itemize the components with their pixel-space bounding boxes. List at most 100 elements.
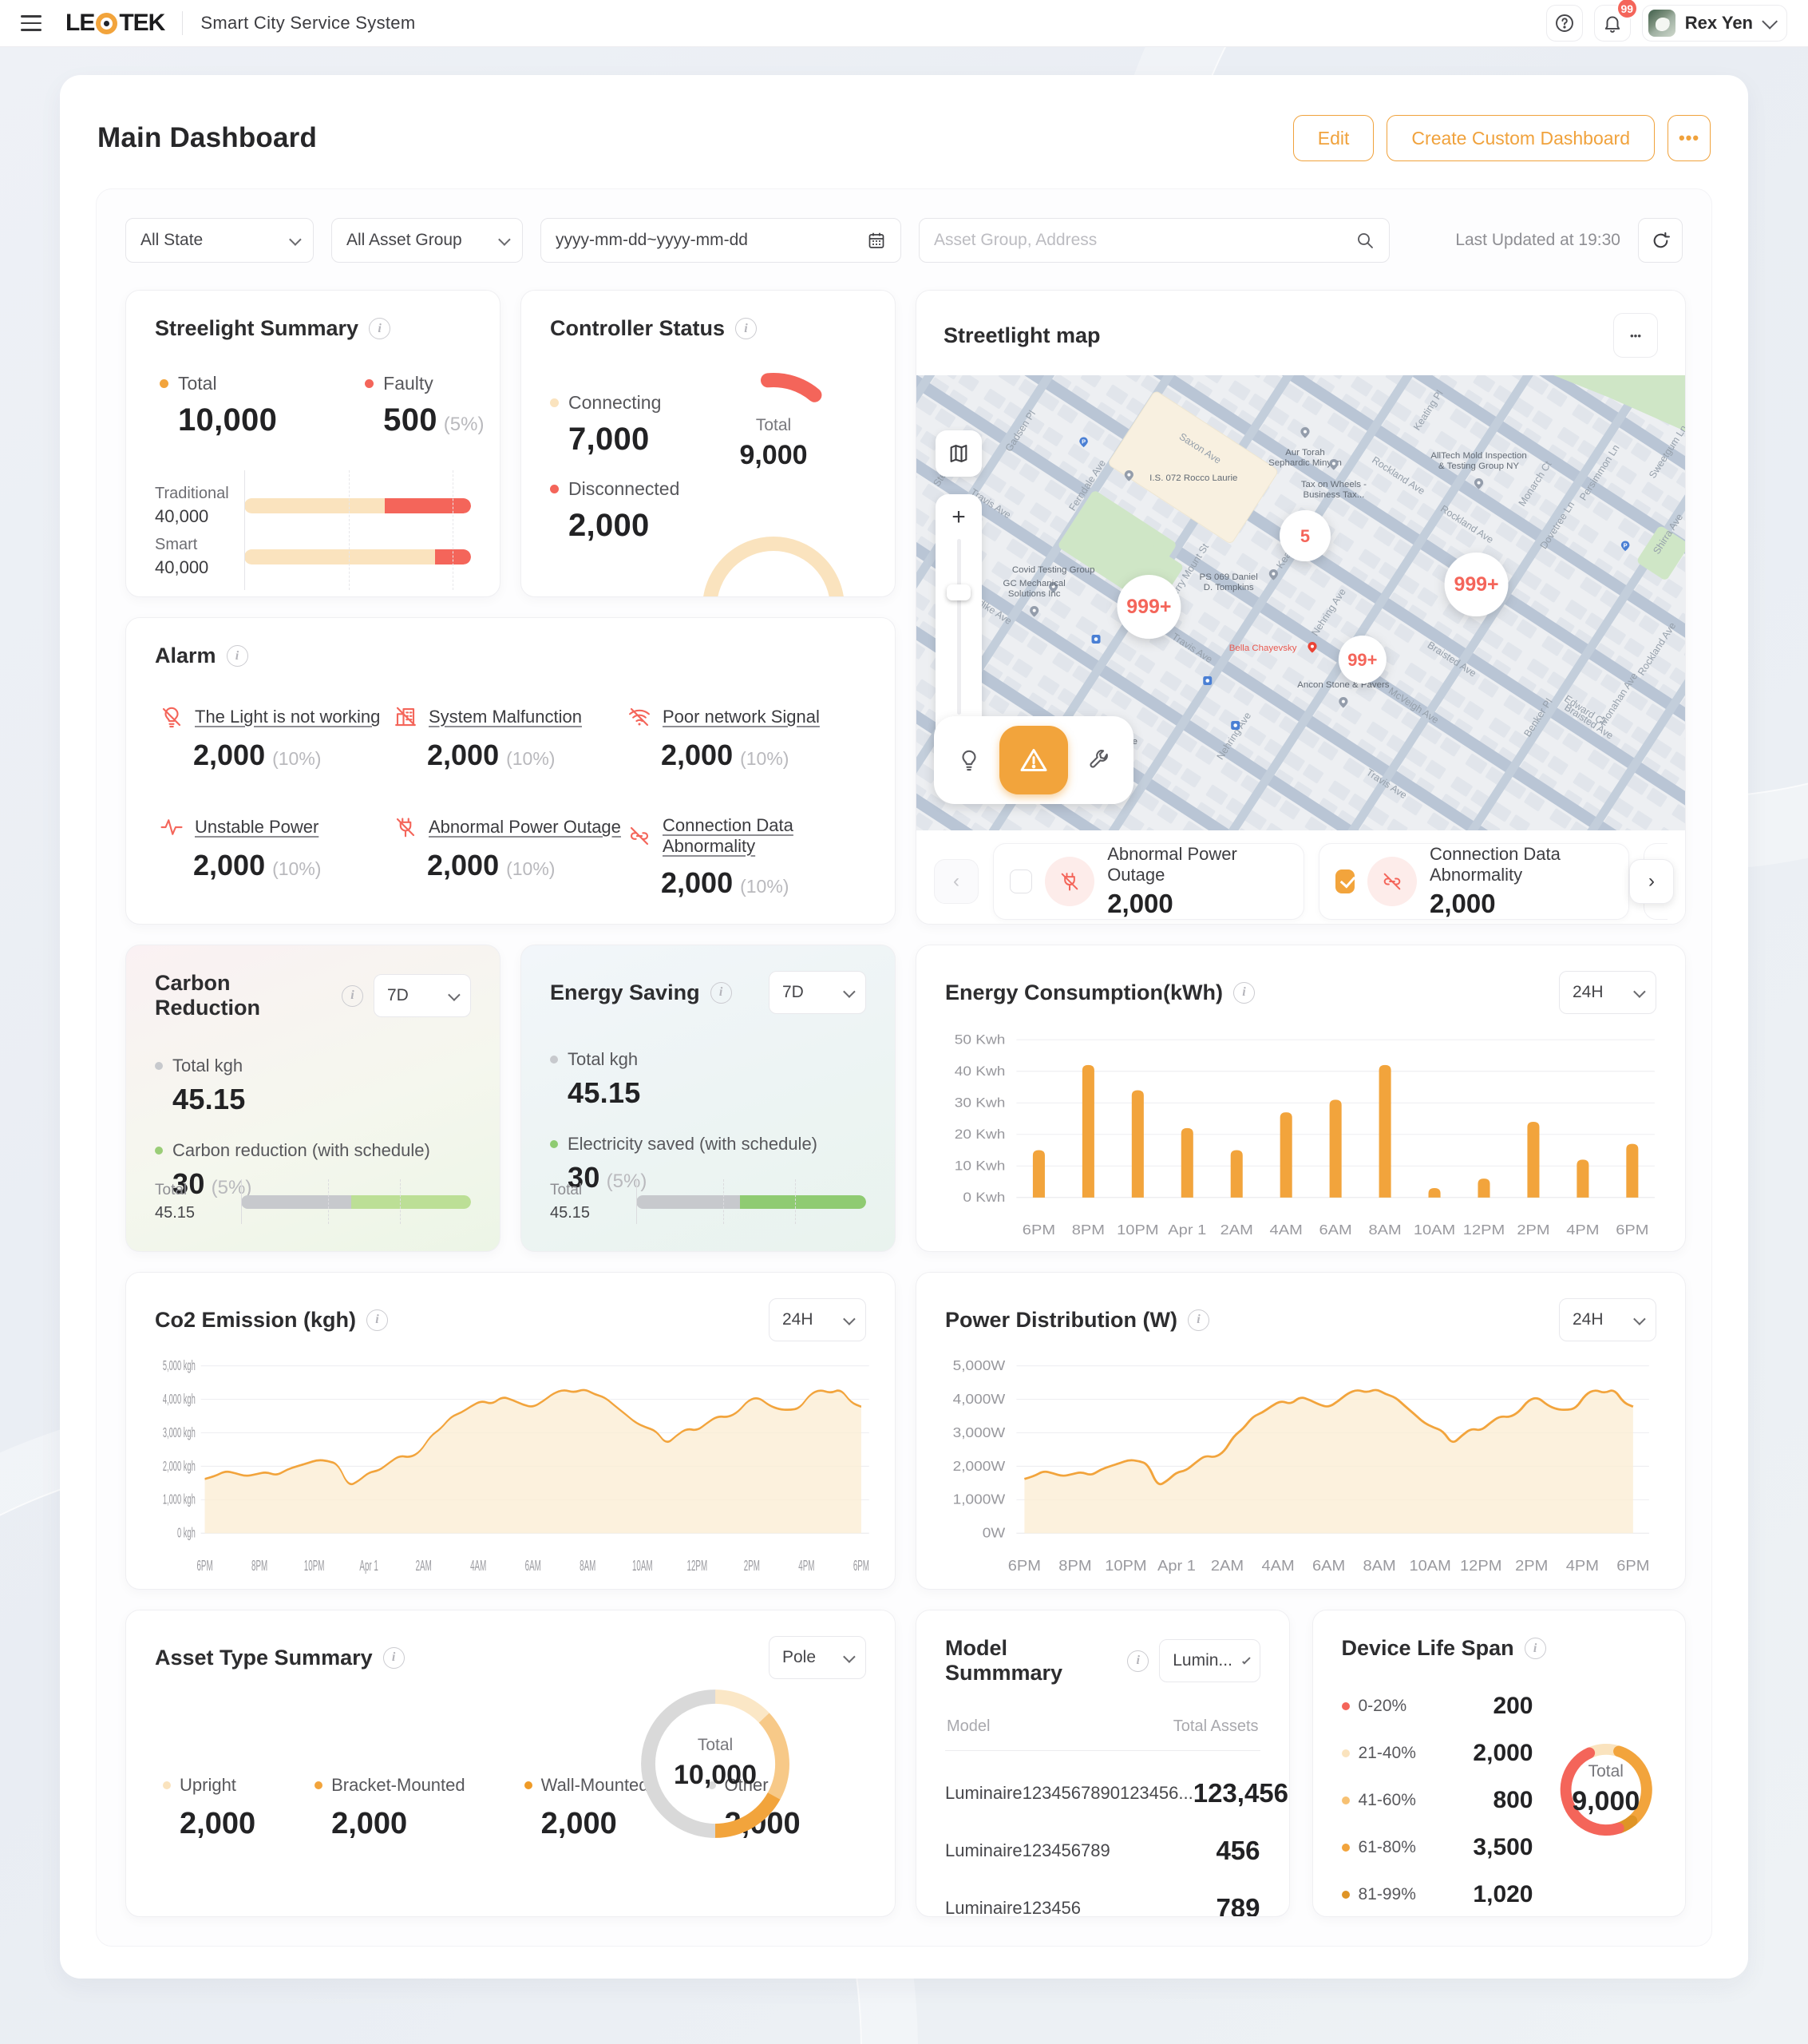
power-range-select[interactable]: 24H [1559,1298,1656,1341]
more-button[interactable]: ••• [1668,115,1711,161]
alarm-link[interactable]: System Malfunction [429,707,582,727]
map-legend-card[interactable]: Abnormal Power Outage 2,000 [993,843,1304,920]
map-cluster-marker[interactable]: 99+ [1338,636,1387,683]
carbon-range-select[interactable]: 7D [374,974,471,1017]
model-select[interactable]: Lumin... [1159,1639,1260,1682]
dashboard-panel: Main Dashboard Edit Create Custom Dashbo… [60,75,1748,1979]
help-button[interactable] [1545,5,1583,42]
building-icon [395,707,416,727]
zoom-in-button[interactable]: + [951,504,966,530]
consumption-range-select[interactable]: 24H [1559,971,1656,1014]
map-more-button[interactable]: ••• [1613,313,1658,358]
bar-chart-svg: 0 Kwh 10 Kwh 20 Kwh 30 Kwh 40 Kwh 50 Kwh 6PM 8P… [955,1032,1655,1238]
menu-icon[interactable] [21,7,53,39]
map-layers-button[interactable] [936,430,982,477]
zoom-slider-thumb[interactable] [947,584,971,601]
asset-type-select[interactable]: Pole [769,1636,866,1679]
info-icon[interactable]: i [1232,981,1255,1004]
date-range-field[interactable] [556,231,867,250]
bar [1626,1143,1639,1198]
edit-button[interactable]: Edit [1292,115,1375,161]
info-icon[interactable]: i [366,1309,389,1331]
map-cluster-marker[interactable]: 999+ [1117,575,1181,639]
streetlight-filter-button[interactable] [947,738,991,782]
date-range-input[interactable] [540,218,901,263]
svg-text:6PM: 6PM [1616,1222,1648,1238]
bar-normal-segment [244,549,435,564]
alarm-link[interactable]: Connection Data Abnormality [663,815,793,856]
map-tools [934,716,1133,804]
card-title: Streelight Summary [155,316,359,340]
info-icon[interactable]: i [342,984,363,1007]
create-custom-dashboard-button[interactable]: Create Custom Dashboard [1387,115,1655,161]
map-cluster-marker[interactable]: 5 [1280,510,1331,561]
lifespan-legend-item: 41-60% 800 [1341,1787,1533,1814]
notifications-button[interactable]: 99 [1593,0,1638,42]
maintenance-filter-button[interactable] [1076,738,1121,782]
alarm-link[interactable]: Poor network Signal [663,707,820,727]
alarm-value: 2,000 [193,739,266,771]
model-summary-card: Model Summmary i Lumin... Model Total As… [916,1610,1290,1917]
alarm-filter-button[interactable] [999,726,1068,794]
state-select[interactable]: All State [125,218,314,263]
map-cluster-marker[interactable]: 999+ [1444,553,1509,616]
metric-item: Carbon reduction (with schedule) 30 (5%) [155,1140,471,1201]
svg-text:50 Kwh: 50 Kwh [955,1032,1006,1048]
asset-donut: Total 10,000 [631,1680,799,1848]
svg-text:P: P [1624,541,1628,549]
co2-range-select[interactable]: 24H [769,1298,866,1341]
metric-value: 45.15 [172,1083,246,1115]
refresh-button[interactable] [1638,218,1683,263]
map-legend-card[interactable]: Connection Data Abnormality 2,000 [1318,843,1629,920]
bar [1527,1121,1540,1198]
energy-range-select[interactable]: 7D [769,971,866,1014]
link-off-icon [627,824,651,848]
carousel-right-button[interactable]: › [1629,859,1674,904]
legend-dot [524,1781,532,1789]
info-icon[interactable]: i [226,645,248,667]
carbon-metrics: Total kgh 45.15 Carbon reduction (with s… [155,1056,471,1201]
asset-group-select[interactable]: All Asset Group [331,218,523,263]
lifespan-legend: 0-20% 200 21-40% 2,000 41-60% 800 61-80%… [1341,1693,1533,1908]
power-distribution-chart: 0W 1,000W 2,000W 3,000W 4,000W 5,000W 6PM 8PM 10… [932,1356,1669,1579]
controller-legend-item: Connecting 7,000 [550,392,773,458]
energy-saving-card: Energy Saving i 7D Total kgh 45.15 Elect… [520,945,896,1252]
zoom-slider[interactable] [947,539,971,715]
info-icon[interactable]: i [382,1646,405,1669]
info-icon[interactable]: i [1127,1650,1149,1672]
bar [1280,1112,1292,1198]
legend-value: 10,000 [178,402,278,438]
search-field[interactable] [934,231,1355,250]
leotek-logo: LE TEK [65,10,165,37]
svg-text:4PM: 4PM [1566,1559,1599,1575]
legend-value: 2,000 [568,508,650,543]
parking-icon: P [1620,541,1630,552]
info-icon[interactable]: i [710,981,732,1004]
total-bar-label: Total [155,1181,188,1198]
svg-text:10AM: 10AM [632,1559,653,1575]
alarm-link[interactable]: Unstable Power [195,817,319,837]
svg-text:8AM: 8AM [580,1559,595,1575]
legend-checkbox[interactable] [1335,869,1355,893]
carousel-left-button[interactable]: ‹ [934,859,979,904]
legend-checkbox[interactable] [1010,869,1033,893]
svg-text:1,000 kgh: 1,000 kgh [163,1491,196,1507]
model-name: Luminaire123456 [945,1898,1082,1917]
info-icon[interactable]: i [735,318,758,339]
summary-bars: Traditional 40,000 Smart 40,000 [155,470,471,590]
help-icon [1555,14,1573,32]
bar-axis [241,1179,242,1224]
svg-text:10PM: 10PM [1117,1222,1158,1238]
legend-value: 200 [1493,1693,1533,1719]
info-icon[interactable]: i [1187,1309,1209,1331]
user-menu[interactable]: Rex Yen [1641,5,1787,42]
info-icon[interactable]: i [1524,1638,1546,1659]
alarm-link[interactable]: Abnormal Power Outage [429,817,621,837]
alarm-link[interactable]: The Light is not working [195,707,381,727]
parking-icon: P [1079,437,1088,448]
info-icon[interactable]: i [369,318,391,339]
svg-text:2,000W: 2,000W [953,1459,1007,1474]
bar [1131,1090,1144,1198]
search-input[interactable] [919,218,1390,263]
